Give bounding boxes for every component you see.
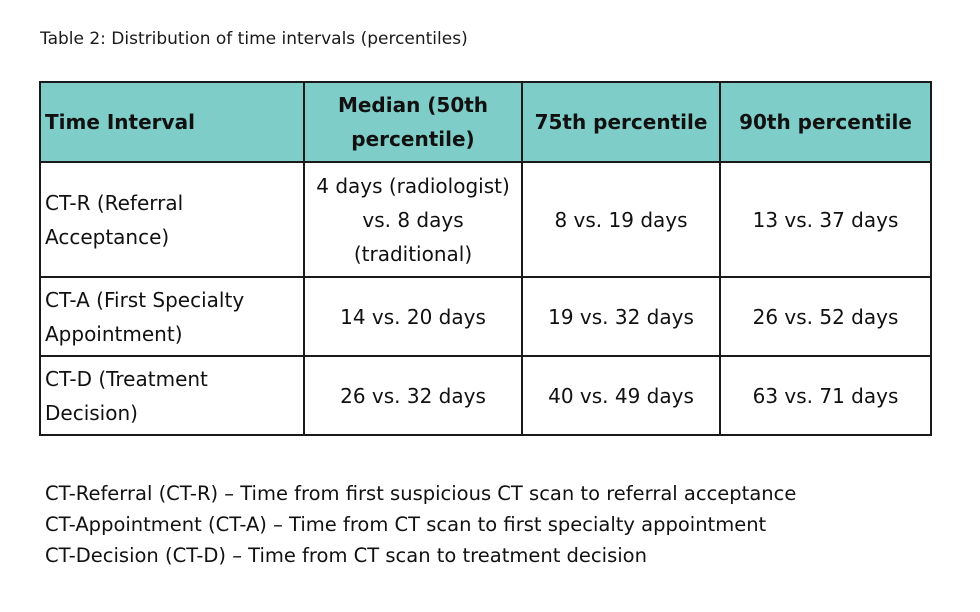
header-75th: 75th percentile xyxy=(521,81,721,163)
table-row: CT-D (Treatment Decision) 26 vs. 32 days… xyxy=(39,355,932,436)
row-label: CT-R (Referral Acceptance) xyxy=(39,161,305,278)
cell-75th: 19 vs. 32 days xyxy=(521,276,721,357)
row-label: CT-D (Treatment Decision) xyxy=(39,355,305,436)
cell-median: 14 vs. 20 days xyxy=(303,276,523,357)
row-label: CT-A (First Specialty Appointment) xyxy=(39,276,305,357)
footnotes: CT-Referral (CT-R) – Time from first sus… xyxy=(45,478,796,571)
cell-75th: 40 vs. 49 days xyxy=(521,355,721,436)
cell-75th: 8 vs. 19 days xyxy=(521,161,721,278)
footnote-ct-a: CT-Appointment (CT-A) – Time from CT sca… xyxy=(45,513,767,536)
table-header-row: Time Interval Median (50th percentile) 7… xyxy=(39,81,932,163)
header-time-interval: Time Interval xyxy=(39,81,305,163)
cell-median: 26 vs. 32 days xyxy=(303,355,523,436)
table-row: CT-A (First Specialty Appointment) 14 vs… xyxy=(39,276,932,357)
table-row: CT-R (Referral Acceptance) 4 days (radio… xyxy=(39,161,932,278)
cell-median: 4 days (radiologist) vs. 8 days (traditi… xyxy=(303,161,523,278)
cell-90th: 63 vs. 71 days xyxy=(719,355,932,436)
cell-90th: 26 vs. 52 days xyxy=(719,276,932,357)
data-table: Time Interval Median (50th percentile) 7… xyxy=(39,81,932,436)
footnote-ct-d: CT-Decision (CT-D) – Time from CT scan t… xyxy=(45,544,647,567)
header-median: Median (50th percentile) xyxy=(303,81,523,163)
header-90th: 90th percentile xyxy=(719,81,932,163)
cell-90th: 13 vs. 37 days xyxy=(719,161,932,278)
footnote-ct-r: CT-Referral (CT-R) – Time from first sus… xyxy=(45,482,797,505)
table-caption: Table 2: Distribution of time intervals … xyxy=(40,29,468,49)
